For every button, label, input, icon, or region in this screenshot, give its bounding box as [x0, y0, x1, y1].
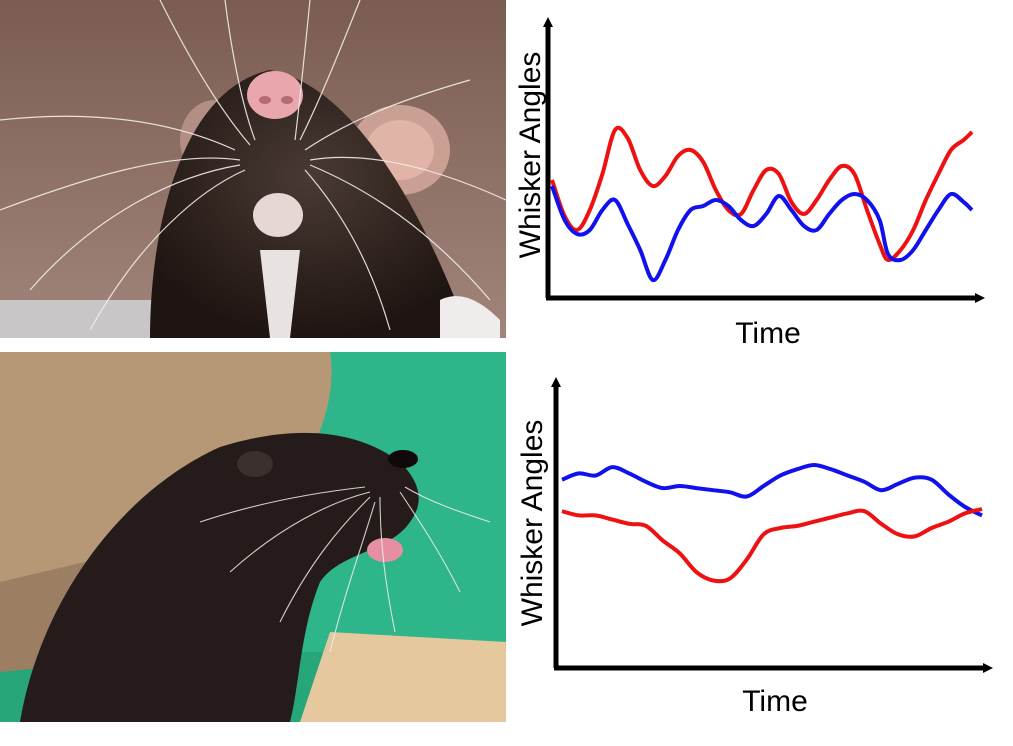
whisker-chart-rat-svg: Time Whisker Angles	[514, 17, 985, 350]
y-axis-label: Whisker Angles	[514, 52, 547, 259]
whisker-chart-sea-lion: Time Whisker Angles	[510, 368, 1010, 728]
whisker-chart-rat: Time Whisker Angles	[510, 0, 1010, 350]
red-series-line	[561, 507, 983, 584]
red-series-line	[550, 125, 974, 263]
x-axis-label: Time	[735, 317, 801, 350]
y-axis-label: Whisker Angles	[516, 420, 549, 627]
series-layer	[550, 125, 974, 283]
whisker-chart-sea-lion-svg: Time Whisker Angles	[516, 377, 993, 718]
blue-series-line	[550, 185, 974, 283]
x-axis-label: Time	[742, 685, 808, 718]
blue-series-line	[561, 463, 983, 518]
series-layer	[561, 463, 983, 584]
sea-lion-face-photo	[0, 352, 506, 722]
rat-face-photo	[0, 0, 506, 338]
